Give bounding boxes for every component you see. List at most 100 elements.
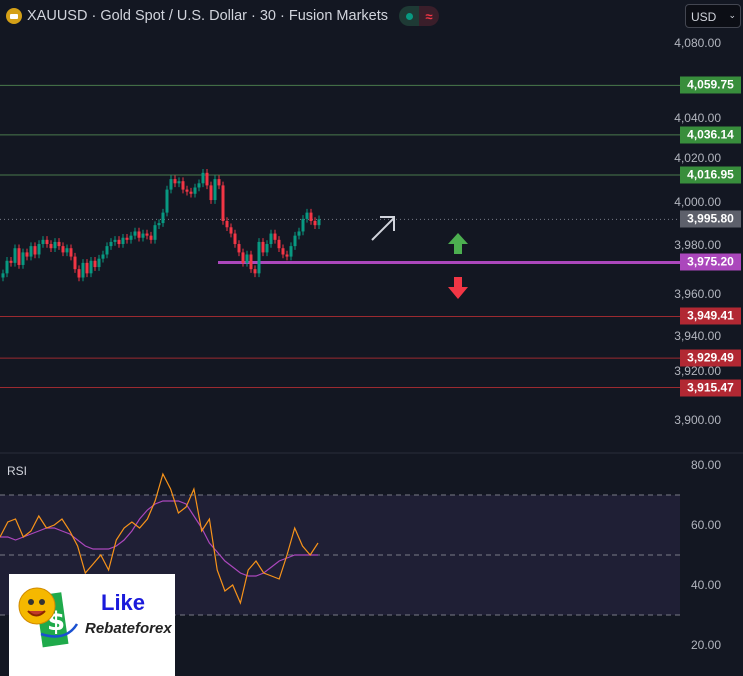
candle-body — [49, 244, 53, 249]
candle — [213, 175, 217, 204]
candle — [29, 242, 33, 261]
candle — [113, 236, 117, 246]
candle-body — [301, 218, 305, 232]
candle — [165, 185, 169, 217]
candle-body — [253, 269, 257, 274]
candle-body — [289, 246, 293, 257]
candle — [237, 240, 241, 257]
candle — [285, 250, 289, 261]
candle — [105, 242, 109, 259]
candle-body — [89, 260, 93, 274]
candle-body — [313, 220, 317, 226]
candle-body — [245, 254, 249, 263]
candle-body — [21, 252, 25, 265]
candle-body — [217, 179, 221, 186]
candle-body — [257, 241, 261, 274]
symbol-title: XAUUSD · Gold Spot / U.S. Dollar · 30 · … — [27, 8, 388, 24]
candle — [125, 233, 129, 244]
candle-body — [309, 212, 313, 221]
candle — [185, 185, 189, 196]
candle-body — [65, 248, 69, 253]
chart-canvas[interactable] — [0, 0, 743, 656]
price-level-label: 3,915.47 — [680, 379, 741, 397]
candle — [293, 231, 297, 250]
symbol-header[interactable]: XAUUSD · Gold Spot / U.S. Dollar · 30 · … — [6, 6, 439, 26]
candle-body — [213, 179, 217, 201]
candle — [153, 221, 157, 244]
candle-body — [317, 219, 321, 226]
candle-body — [41, 239, 45, 245]
candle-body — [9, 260, 13, 263]
rsi-ma-line — [0, 500, 318, 577]
candle — [193, 183, 197, 198]
candle — [1, 269, 5, 282]
candle-body — [233, 233, 237, 245]
candle-body — [285, 254, 289, 257]
candle — [209, 181, 213, 204]
candle — [133, 227, 137, 240]
candle — [81, 259, 85, 282]
candle-body — [149, 235, 153, 240]
candle — [313, 217, 317, 229]
candle-body — [261, 241, 265, 253]
chevron-down-icon: ⌄ — [728, 10, 736, 20]
price-tick: 3,920.00 — [674, 363, 721, 378]
candle — [65, 244, 69, 257]
candle-body — [25, 252, 29, 257]
rsi-label: RSI — [7, 464, 28, 478]
candle-body — [121, 237, 125, 245]
candle-body — [205, 172, 209, 186]
candle — [217, 175, 221, 190]
arrow-up-icon[interactable] — [448, 233, 468, 254]
candle — [129, 231, 133, 244]
candle — [261, 238, 265, 257]
candle — [245, 250, 249, 267]
candle-body — [241, 252, 245, 263]
candle-body — [221, 185, 225, 221]
candle-body — [81, 262, 85, 278]
candle-body — [201, 172, 205, 184]
logo-like-text: Like — [101, 590, 146, 615]
candle — [317, 215, 321, 229]
candle-body — [141, 233, 145, 238]
rsi-line — [0, 472, 319, 605]
candle — [137, 227, 141, 242]
logo-brand-text: Rebateforex — [85, 620, 172, 637]
candle-body — [265, 244, 269, 253]
candle — [93, 257, 97, 271]
price-tick: 4,080.00 — [674, 36, 721, 50]
candle-body — [137, 231, 141, 238]
price-level-label: 3,929.49 — [680, 349, 741, 367]
candle — [17, 244, 21, 269]
currency-select[interactable]: USD ⌄ — [685, 4, 741, 28]
candle-body — [33, 246, 37, 255]
candle-body — [53, 241, 57, 249]
candle-body — [5, 260, 9, 274]
candle — [145, 229, 149, 240]
candle-body — [185, 189, 189, 192]
candle — [241, 248, 245, 267]
candle — [289, 242, 293, 261]
candle — [181, 177, 185, 194]
candle — [13, 244, 17, 267]
price-tick: 3,980.00 — [674, 238, 721, 253]
candle-body — [73, 256, 77, 270]
candle — [301, 215, 305, 236]
market-open-icon — [399, 6, 419, 26]
candle — [309, 208, 313, 225]
price-tick: 3,900.00 — [674, 412, 721, 427]
candle-body — [129, 235, 133, 240]
candle — [201, 169, 205, 188]
trend-arrow-icon[interactable] — [371, 216, 395, 241]
status-pill[interactable]: ≈ — [399, 6, 439, 26]
candle — [249, 250, 253, 273]
candle-body — [13, 248, 17, 263]
candle-body — [293, 235, 297, 247]
candle — [141, 229, 145, 242]
arrow-down-icon[interactable] — [448, 277, 468, 299]
candle-body — [117, 239, 121, 245]
candle-body — [101, 254, 105, 259]
candle-body — [77, 269, 81, 278]
candle — [121, 233, 125, 248]
wave-icon: ≈ — [419, 6, 439, 26]
